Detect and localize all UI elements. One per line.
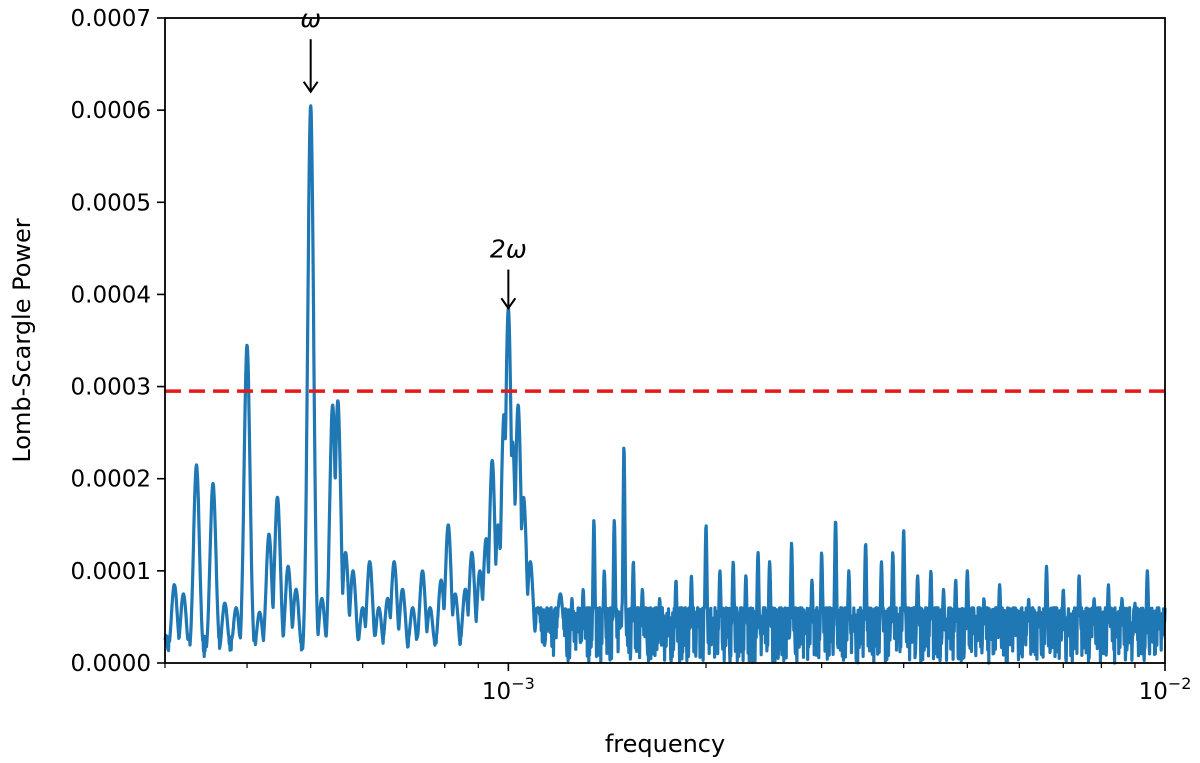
- y-tick-label: 0.0001: [71, 559, 151, 585]
- annotation-arrowhead: [500, 297, 517, 310]
- power-series-line: [163, 104, 1167, 665]
- axis-ticks: 0.0000 0.0001 0.0002 0.0003 0.0004 0.0005 0.00…: [71, 6, 1192, 705]
- annotation-label: 2ω: [490, 235, 527, 264]
- plot-area: [163, 104, 1167, 665]
- y-tick-label: 0.0005: [71, 190, 151, 216]
- x-tick-label: 10−3: [482, 674, 535, 705]
- axes-frame: [164, 17, 1166, 664]
- y-tick-label: 0.0000: [71, 651, 151, 677]
- annotations: ω 2ω: [300, 4, 527, 310]
- annotation-arrowhead: [302, 81, 319, 94]
- x-axis-label: frequency: [605, 730, 725, 758]
- y-axis-label: Lomb-Scargle Power: [8, 218, 36, 462]
- y-tick-label: 0.0002: [71, 467, 151, 493]
- y-tick-label: 0.0004: [71, 282, 151, 308]
- y-tick-label: 0.0006: [71, 98, 151, 124]
- y-tick-label: 0.0003: [71, 375, 151, 401]
- y-tick-label: 0.0007: [71, 6, 151, 32]
- annotation-label: ω: [300, 4, 321, 33]
- x-tick-label: 10−2: [1139, 674, 1192, 705]
